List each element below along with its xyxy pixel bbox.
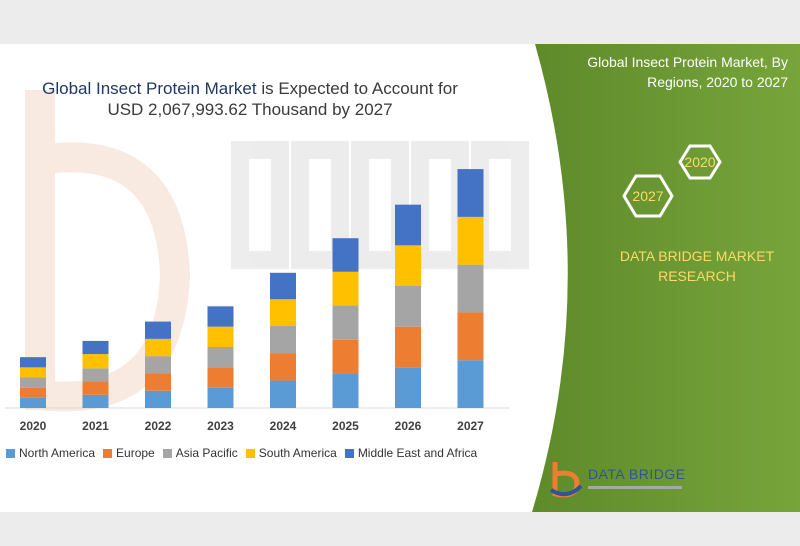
bar-2021-series-1 bbox=[82, 381, 109, 395]
legend-swatch-asia-pacific bbox=[162, 448, 172, 458]
bar-2025-series-0 bbox=[332, 373, 359, 408]
x-tick-label-2022: 2022 bbox=[145, 419, 172, 433]
bar-2024-series-0 bbox=[270, 380, 296, 408]
hexagon-2020-label: 2020 bbox=[684, 154, 715, 170]
top-band bbox=[0, 0, 800, 44]
legend-swatch-south-america bbox=[245, 448, 255, 458]
headline: Global Insect Protein Market is Expected… bbox=[40, 78, 460, 120]
legend-label-mea: Middle East and Africa bbox=[357, 446, 478, 460]
bar-2025-series-3 bbox=[332, 271, 359, 306]
bar-2022-series-4 bbox=[145, 321, 171, 339]
stacked-bar-chart: 2020 2021 2022 2023 2024 2025 2026 2027 bbox=[5, 169, 510, 433]
bar-2024-series-3 bbox=[270, 299, 296, 326]
side-panel-title: Global Insect Protein Market, By Regions… bbox=[587, 54, 788, 90]
x-tick-label-2021: 2021 bbox=[82, 419, 109, 433]
bar-2025-series-4 bbox=[332, 238, 359, 272]
bar-2020-series-2 bbox=[20, 377, 46, 388]
bar-2026-series-4 bbox=[395, 204, 421, 246]
legend-north-america: North America bbox=[6, 446, 95, 460]
hexagon-2027: 2027 bbox=[622, 174, 674, 218]
logo-name: DATA BRIDGE bbox=[588, 466, 686, 482]
bar-2024-series-2 bbox=[270, 325, 296, 354]
brand-name: DATA BRIDGE MARKET RESEARCH bbox=[619, 248, 775, 284]
chart-legend: North America Europe Asia Pacific South … bbox=[6, 446, 506, 460]
bar-2023-series-4 bbox=[207, 306, 234, 327]
bar-2025-series-1 bbox=[332, 339, 359, 374]
bar-2021-series-2 bbox=[82, 368, 109, 382]
bar-2020-series-4 bbox=[20, 357, 46, 368]
headline-line2: USD 2,067,993.62 Thousand by 2027 bbox=[107, 100, 393, 119]
bar-2025-series-2 bbox=[332, 305, 359, 340]
bar-2021-series-3 bbox=[82, 354, 109, 369]
legend-label-europe: Europe bbox=[116, 446, 155, 460]
bar-2027-series-1 bbox=[457, 312, 484, 361]
headline-lead: Global Insect Protein Market bbox=[42, 79, 257, 98]
legend-south-america: South America bbox=[245, 446, 337, 460]
x-tick-label-2025: 2025 bbox=[332, 419, 359, 433]
legend-label-north-america: North America bbox=[19, 446, 96, 460]
bar-2026-series-1 bbox=[395, 326, 421, 368]
x-tick-label-2020: 2020 bbox=[20, 419, 47, 433]
bar-2023-series-0 bbox=[207, 387, 234, 408]
legend-europe: Europe bbox=[103, 446, 155, 460]
bar-2027-series-0 bbox=[457, 360, 484, 408]
bar-2026-series-3 bbox=[395, 245, 421, 286]
headline-rest: is Expected to Account for bbox=[256, 79, 458, 98]
bar-2020-series-3 bbox=[20, 367, 46, 378]
bar-2022-series-0 bbox=[145, 390, 171, 408]
logo-icon bbox=[549, 462, 583, 498]
legend-label-asia-pacific: Asia Pacific bbox=[175, 446, 238, 460]
legend-swatch-mea bbox=[344, 448, 354, 458]
bar-2022-series-1 bbox=[145, 373, 171, 391]
legend-asia-pacific: Asia Pacific bbox=[162, 446, 238, 460]
bar-2027-series-4 bbox=[457, 169, 484, 217]
bar-2023-series-1 bbox=[207, 367, 234, 388]
x-tick-label-2024: 2024 bbox=[270, 419, 297, 433]
bar-2026-series-2 bbox=[395, 286, 421, 327]
bar-2027-series-3 bbox=[457, 216, 484, 265]
bar-2026-series-0 bbox=[395, 367, 421, 408]
legend-swatch-europe bbox=[103, 448, 113, 458]
bar-2023-series-2 bbox=[207, 347, 234, 368]
legend-mea: Middle East and Africa bbox=[344, 446, 478, 460]
bar-2024-series-4 bbox=[270, 272, 296, 300]
bar-2020-series-1 bbox=[20, 387, 46, 398]
bar-2021-series-0 bbox=[82, 394, 109, 408]
logo-underline bbox=[588, 486, 682, 489]
green-panel bbox=[532, 44, 800, 512]
year-hexagons: 2020 2027 bbox=[622, 144, 722, 218]
x-tick-label-2026: 2026 bbox=[395, 419, 422, 433]
bottom-band bbox=[0, 512, 800, 546]
legend-label-south-america: South America bbox=[258, 446, 337, 460]
hexagon-2020: 2020 bbox=[678, 144, 722, 180]
hexagon-2027-label: 2027 bbox=[632, 188, 663, 204]
legend-swatch-north-america bbox=[6, 448, 15, 458]
x-tick-label-2023: 2023 bbox=[207, 419, 234, 433]
bar-2020-series-0 bbox=[20, 397, 46, 408]
bar-2023-series-3 bbox=[207, 326, 234, 347]
bar-2024-series-1 bbox=[270, 353, 296, 381]
bar-2021-series-4 bbox=[82, 340, 109, 355]
bar-2022-series-2 bbox=[145, 356, 171, 374]
x-tick-label-2027: 2027 bbox=[457, 419, 484, 433]
bar-2022-series-3 bbox=[145, 338, 171, 357]
bar-2027-series-2 bbox=[457, 264, 484, 313]
